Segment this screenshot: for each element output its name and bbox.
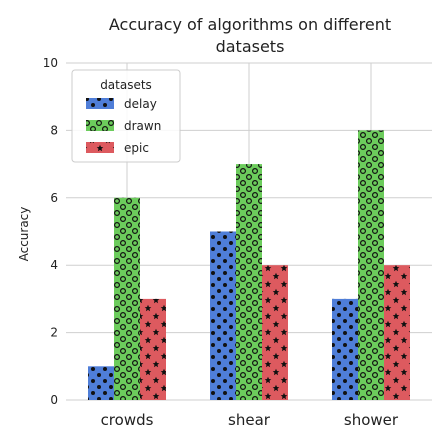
bar-pattern-delay-crowds	[88, 366, 114, 400]
bars	[88, 130, 410, 400]
chart-title-line-2: datasets	[216, 37, 285, 56]
x-tick-label: crowds	[101, 411, 154, 429]
legend-box	[71, 69, 181, 163]
bar-pattern-drawn-shower	[358, 130, 384, 400]
y-tick-label: 10	[43, 56, 58, 70]
legend-label-drawn: drawn	[124, 119, 161, 133]
bar-pattern-delay-shear	[210, 231, 236, 400]
bar-pattern-epic-shower	[384, 265, 410, 400]
x-tick-label: shear	[228, 411, 271, 429]
bar-pattern-epic-crowds	[140, 298, 166, 400]
legend-swatch-pattern-delay	[86, 98, 114, 109]
bar-pattern-drawn-crowds	[114, 197, 140, 400]
x-tick-label: shower	[344, 411, 399, 429]
legend-swatch-pattern-epic	[86, 142, 114, 153]
y-tick-label: 2	[50, 326, 58, 340]
y-tick-label: 4	[50, 258, 58, 272]
chart-title-line-1: Accuracy of algorithms on different	[109, 15, 391, 34]
legend: datasets delay drawn epic	[71, 69, 181, 163]
legend-title: datasets	[100, 78, 152, 92]
axes: 0 2 4 6 8 10 crowds shear shower	[43, 56, 399, 429]
y-tick-label: 0	[50, 393, 58, 407]
bar-pattern-epic-shear	[262, 265, 288, 400]
y-tick-label: 8	[50, 123, 58, 137]
bar-pattern-drawn-shear	[236, 164, 262, 400]
y-axis-label: Accuracy	[17, 207, 31, 262]
y-tick-label: 6	[50, 191, 58, 205]
legend-label-delay: delay	[124, 97, 157, 111]
bar-pattern-delay-shower	[332, 298, 358, 400]
legend-swatch-pattern-drawn	[86, 120, 114, 131]
legend-label-epic: epic	[124, 141, 149, 155]
